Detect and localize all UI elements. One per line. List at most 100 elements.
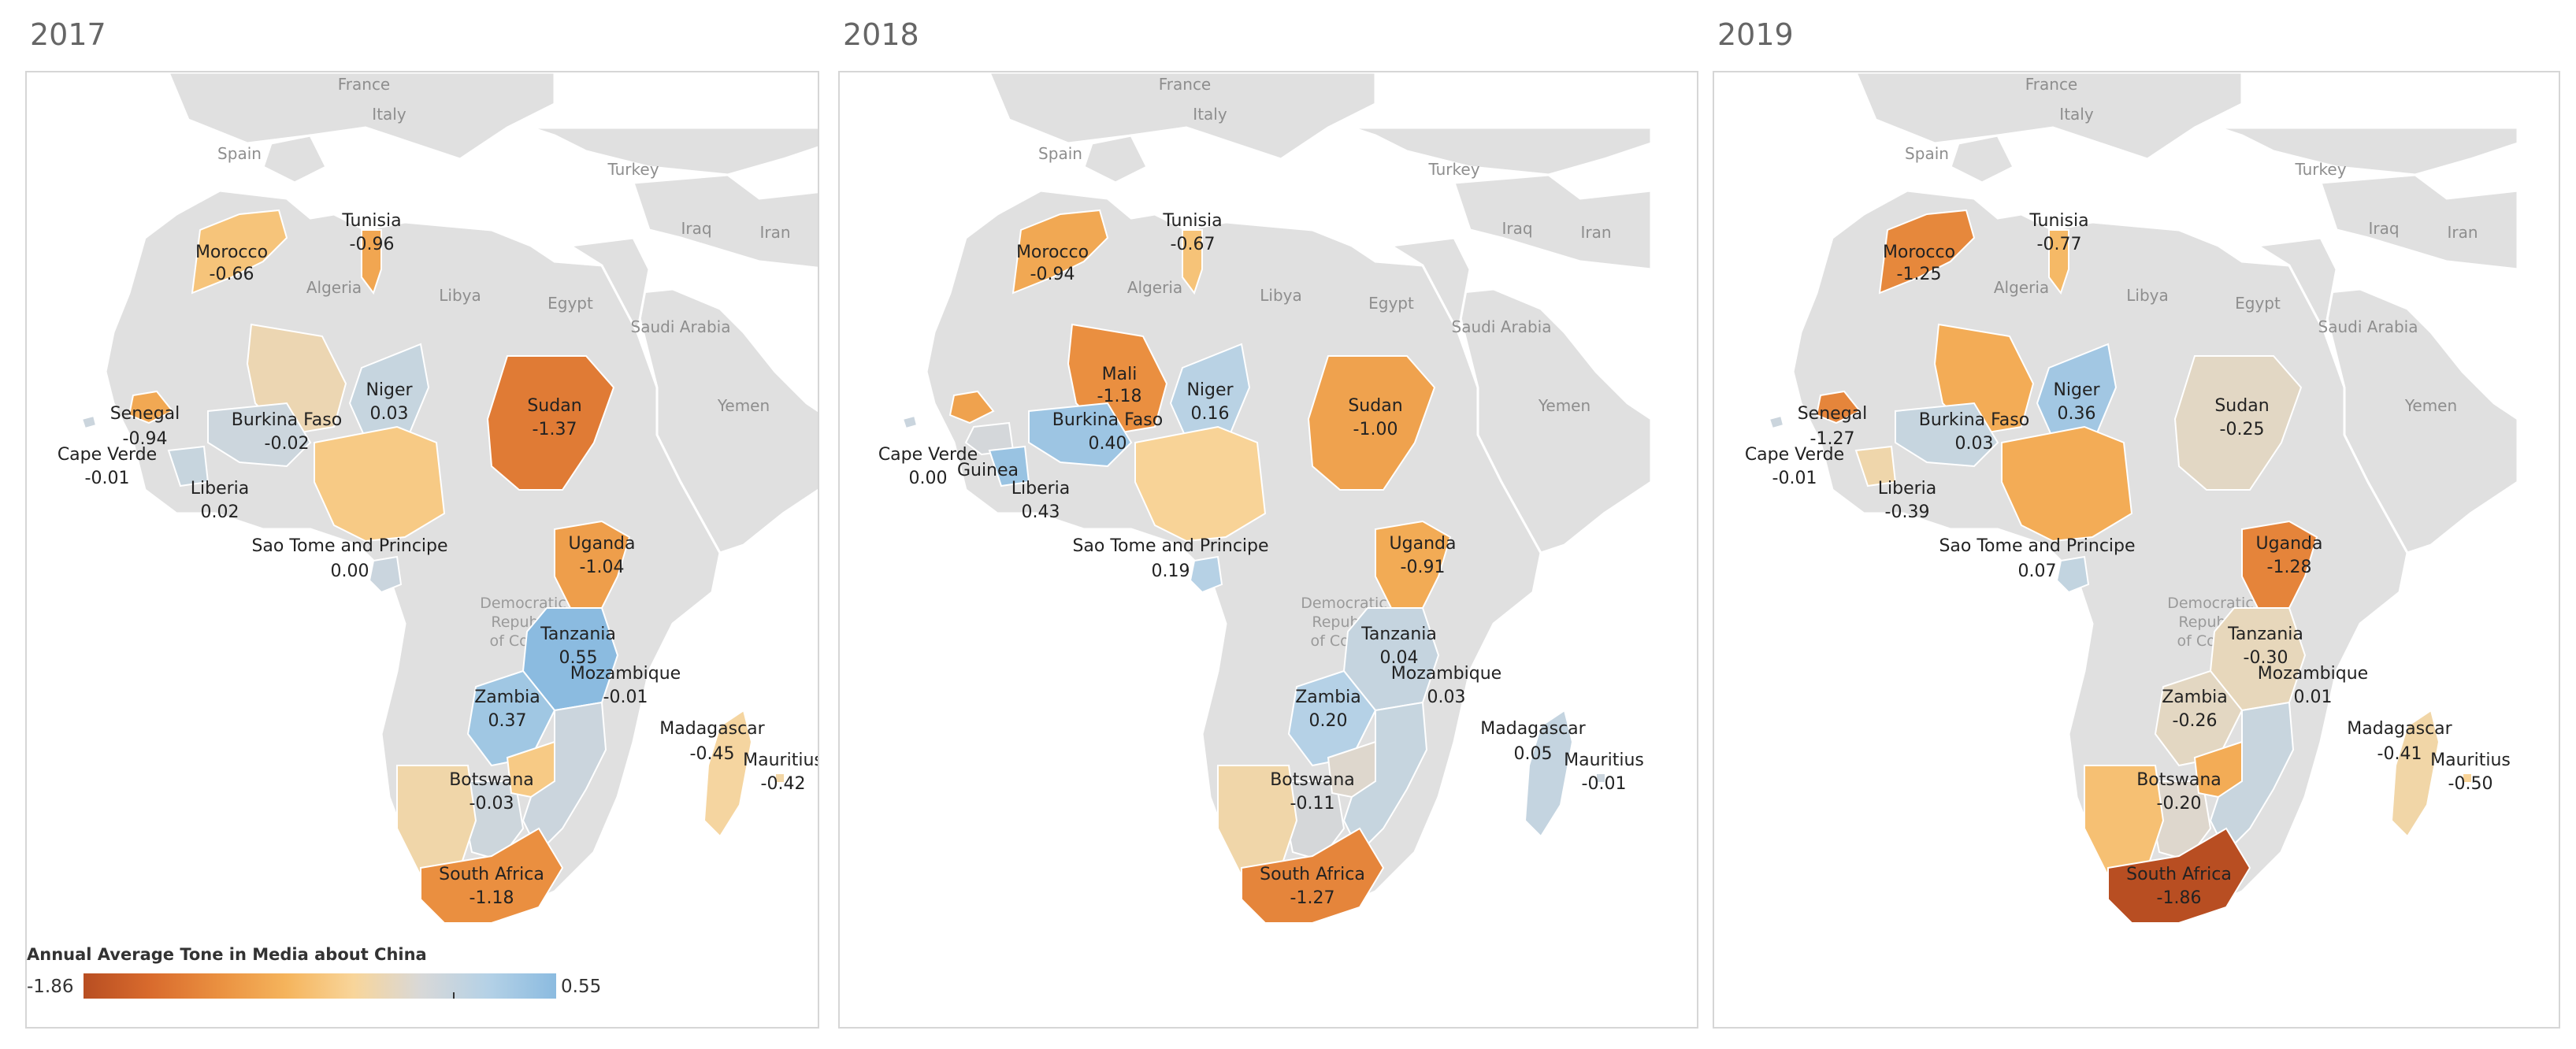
country-south_africa[interactable] <box>2107 827 2251 924</box>
country-value-botswana: -0.03 <box>470 794 514 814</box>
basemap-land <box>1453 287 1653 554</box>
country-mauritius[interactable] <box>1595 773 1606 784</box>
country-value-tanzania: 0.55 <box>559 648 598 668</box>
color-legend: Annual Average Tone in Media about China… <box>27 945 601 1008</box>
basemap-label-libya: Libya <box>1260 286 1302 305</box>
basemap-label-france: France <box>338 75 391 94</box>
basemap-label-spain: Spain <box>217 144 262 163</box>
country-name-uganda: Uganda <box>569 534 636 554</box>
basemap-label-algeria: Algeria <box>306 278 362 297</box>
country-cape_verde[interactable] <box>1768 414 1785 430</box>
country-liberia[interactable] <box>167 445 210 487</box>
basemap-land <box>1949 134 2016 184</box>
country-value-sao_tome: 0.07 <box>2018 562 2057 581</box>
year-title-2017: 2017 <box>30 17 106 52</box>
country-burkina_faso[interactable] <box>1895 402 1999 468</box>
country-zimbabwe[interactable] <box>506 740 555 799</box>
country-value-zambia: 0.37 <box>488 711 527 731</box>
map-2018[interactable]: France Italy Spain Turkey Iraq Iran Algeria Lib… <box>840 72 1697 1027</box>
country-name-south_africa: South Africa <box>439 865 544 884</box>
basemap-label-algeria: Algeria <box>1994 278 2049 297</box>
country-name-zambia: Zambia <box>2162 688 2228 707</box>
country-sao_tome[interactable] <box>2055 555 2090 594</box>
country-sudan[interactable] <box>2173 355 2303 491</box>
country-value-zambia: 0.20 <box>1309 711 1348 731</box>
country-morocco[interactable] <box>1011 209 1109 295</box>
country-sudan[interactable] <box>1307 355 1436 491</box>
country-senegal[interactable] <box>1815 390 1861 424</box>
country-burkina_faso[interactable] <box>207 402 312 468</box>
country-senegal[interactable] <box>128 390 174 424</box>
country-name-mozambique: Mozambique <box>2258 664 2368 684</box>
country-mauritius[interactable] <box>2462 773 2473 784</box>
country-morocco[interactable] <box>1878 209 1976 295</box>
country-madagascar[interactable] <box>2390 709 2441 838</box>
country-name-niger: Niger <box>366 380 413 400</box>
legend-max-label: 0.55 <box>561 977 602 997</box>
basemap-label-algeria: Algeria <box>1127 278 1182 297</box>
country-morocco[interactable] <box>191 209 288 295</box>
country-south_africa[interactable] <box>420 827 564 924</box>
country-nigeria[interactable] <box>314 425 446 543</box>
country-liberia[interactable] <box>1854 445 1897 487</box>
country-value-burkina_faso: 0.03 <box>1955 434 1994 454</box>
country-madagascar[interactable] <box>703 709 753 838</box>
country-value-south_africa: -1.86 <box>2157 888 2202 908</box>
country-cape_verde[interactable] <box>901 414 919 430</box>
basemap-label-iraq: Iraq <box>681 219 711 238</box>
basemap-label-turkey: Turkey <box>2294 160 2346 179</box>
country-uganda[interactable] <box>554 520 631 609</box>
country-nigeria[interactable] <box>1134 425 1267 543</box>
country-zimbabwe[interactable] <box>2193 740 2243 799</box>
country-value-niger: 0.03 <box>370 404 409 424</box>
country-sudan[interactable] <box>486 355 615 491</box>
basemap-land <box>1351 126 1653 176</box>
country-name-mauritius: Mauritius <box>743 751 818 770</box>
country-name-morocco: Morocco <box>1016 243 1089 262</box>
country-name-tanzania: Tanzania <box>1360 625 1437 644</box>
country-liberia[interactable] <box>988 445 1030 487</box>
map-panel-2018[interactable]: France Italy Spain Turkey Iraq Iran Algeria Lib… <box>838 71 1698 1029</box>
country-value-burkina_faso: -0.02 <box>265 434 310 454</box>
country-tunisia[interactable] <box>2048 229 2069 295</box>
country-name-madagascar: Madagascar <box>659 719 765 739</box>
basemap-land <box>631 173 818 269</box>
country-sao_tome[interactable] <box>368 555 403 594</box>
country-name-sudan: Sudan <box>1348 396 1402 416</box>
map-panel-2017[interactable]: France Italy Spain Turkey Iraq Iran Algeria Lib… <box>25 71 819 1029</box>
country-uganda[interactable] <box>1375 520 1452 609</box>
country-tunisia[interactable] <box>361 229 382 295</box>
basemap-label-italy: Italy <box>1193 105 1227 124</box>
country-value-mauritius: -0.42 <box>761 774 806 794</box>
basemap-land <box>262 134 328 184</box>
map-panel-2019[interactable]: France Italy Spain Turkey Iraq Iran Algeria Lib… <box>1713 71 2560 1029</box>
country-nigeria[interactable] <box>2001 425 2133 543</box>
country-cape_verde[interactable] <box>80 414 98 430</box>
country-name-niger: Niger <box>1186 380 1234 400</box>
country-tunisia[interactable] <box>1182 229 1203 295</box>
country-name-botswana: Botswana <box>2136 770 2222 790</box>
country-name-senegal: Senegal <box>1798 404 1868 424</box>
basemap-label-france: France <box>2025 75 2078 94</box>
basemap-label-turkey: Turkey <box>1427 160 1479 179</box>
country-zimbabwe[interactable] <box>1327 740 1376 799</box>
country-madagascar[interactable] <box>1524 709 1574 838</box>
country-value-uganda: -1.04 <box>580 558 625 577</box>
country-senegal[interactable] <box>948 390 995 424</box>
country-burkina_faso[interactable] <box>1028 402 1133 468</box>
country-value-niger: 0.16 <box>1191 404 1230 424</box>
map-2019[interactable]: France Italy Spain Turkey Iraq Iran Algeria Lib… <box>1714 72 2559 1027</box>
basemap-label-egypt: Egypt <box>1368 294 1414 313</box>
country-south_africa[interactable] <box>1241 827 1385 924</box>
country-sao_tome[interactable] <box>1189 555 1223 594</box>
country-mauritius[interactable] <box>774 773 785 784</box>
country-uganda[interactable] <box>2241 520 2318 609</box>
country-name-south_africa: South Africa <box>2126 865 2232 884</box>
basemap-label-yemen: Yemen <box>717 396 770 415</box>
country-value-south_africa: -1.18 <box>470 888 514 908</box>
country-value-uganda: -1.28 <box>2267 558 2312 577</box>
country-value-tunisia: -0.96 <box>350 235 395 254</box>
map-2017[interactable]: France Italy Spain Turkey Iraq Iran Algeria Lib… <box>27 72 818 1027</box>
basemap-land <box>530 126 818 176</box>
basemap-label-saudi_arabia: Saudi Arabia <box>1452 317 1552 336</box>
